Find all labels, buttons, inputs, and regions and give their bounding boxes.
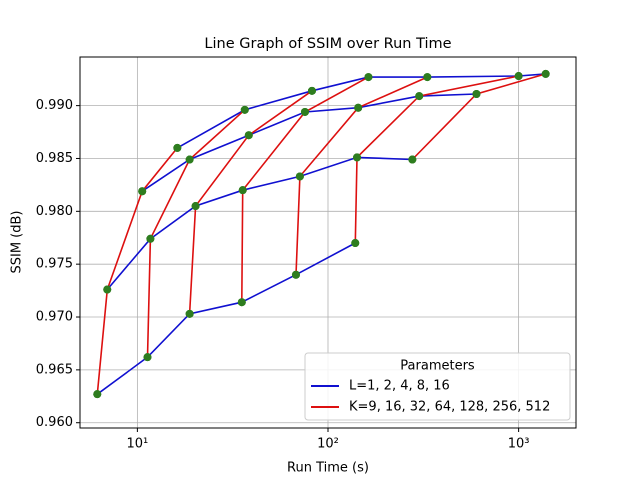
data-point [93,390,102,399]
data-point [244,131,253,140]
data-point [138,187,147,196]
series-line [146,109,246,358]
x-axis-label: Run Time (s) [287,461,369,476]
series-line [295,76,428,275]
data-point [423,73,432,82]
legend-label: L=1, 2, 4, 8, 16 [349,379,450,394]
data-point [146,234,155,243]
chart-title: Line Graph of SSIM over Run Time [204,36,451,52]
data-point [364,73,373,82]
data-point [472,89,481,98]
data-point [541,69,550,78]
data-point [143,353,152,362]
y-axis-label: SSIM (dB) [10,210,25,273]
data-point [237,298,246,307]
data-point [185,309,194,318]
y-tick-label: 0.960 [36,415,73,430]
data-point [238,186,247,195]
data-point [408,155,417,164]
x-tick-label: 10² [317,437,339,452]
data-point [307,86,316,95]
y-tick-label: 0.985 [36,151,73,166]
series-line [96,147,178,395]
data-point [295,172,304,181]
series-line [354,75,519,244]
plot-frame [79,56,577,429]
series-line [241,76,369,303]
data-point [351,239,360,248]
y-tick-label: 0.965 [36,362,73,377]
legend-title: Parameters [400,359,475,374]
data-point [291,270,300,279]
data-point [300,107,309,116]
data-point [240,105,249,114]
y-tick-label: 0.990 [36,98,73,113]
data-point [185,155,194,164]
legend-label: K=9, 16, 32, 64, 128, 256, 512 [349,400,550,415]
data-point [191,202,200,211]
y-tick-label: 0.975 [36,257,73,272]
data-point [353,153,362,162]
data-point [354,103,363,112]
data-point [103,285,112,294]
plot-area [93,69,550,399]
legend-box [304,352,571,421]
data-point [514,72,523,81]
x-tick-label: 10¹ [126,437,148,452]
data-point [173,143,182,152]
legend: Parameters L=1, 2, 4, 8, 16 K=9, 16, 32, 6… [304,352,571,421]
x-tick-label: 10³ [508,437,530,452]
y-tick-label: 0.970 [36,310,73,325]
series-line [96,242,356,395]
series-line [188,90,313,314]
data-point [415,92,424,101]
grid [76,57,576,432]
y-tick-label: 0.980 [36,204,73,219]
